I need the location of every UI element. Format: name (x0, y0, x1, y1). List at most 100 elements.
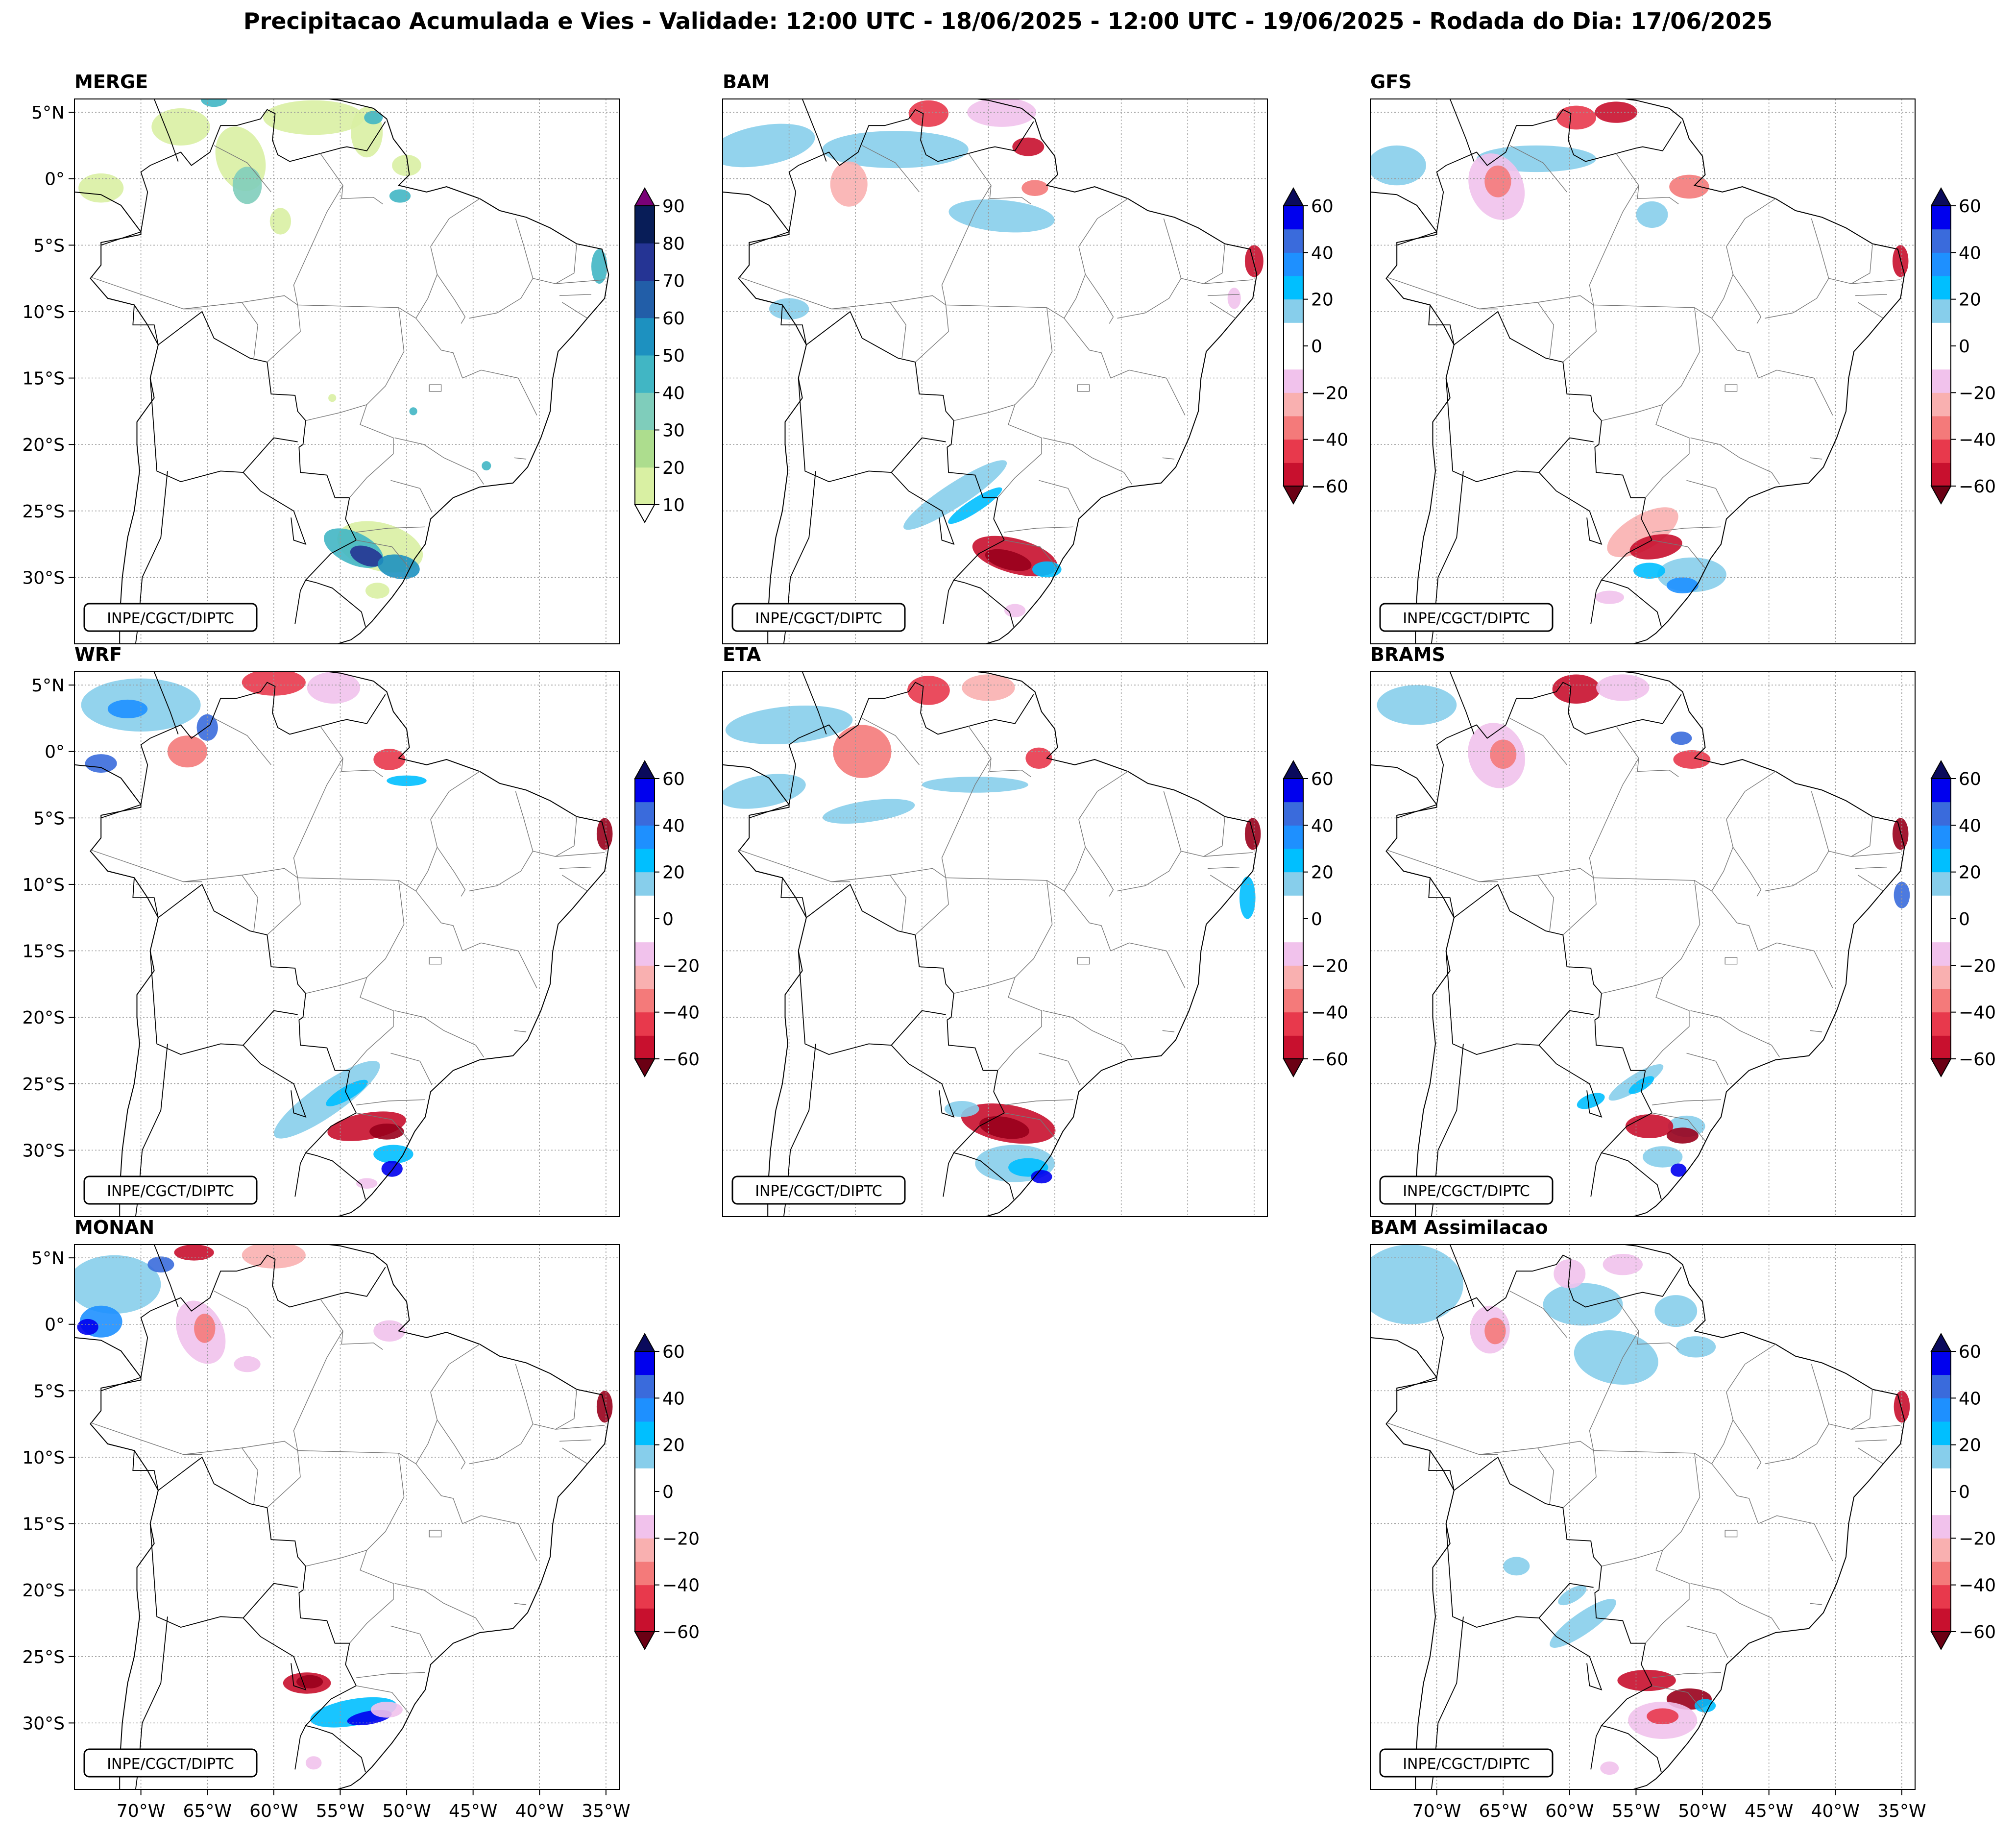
precipitation-blob (1227, 288, 1241, 309)
panel-title-wrf: WRF (74, 644, 122, 665)
colorbar-segment (1931, 1012, 1951, 1036)
state-border (1589, 784, 1623, 878)
country-border (755, 297, 1014, 627)
state-border (356, 1672, 426, 1678)
colorbar-tick-label: 30 (662, 421, 685, 441)
colorbar-segment (1284, 1012, 1303, 1036)
country-border (1445, 378, 1603, 545)
state-border (429, 1530, 442, 1538)
colorbar-segment (1931, 779, 1951, 803)
precipitation-blob (364, 111, 383, 124)
coastline-pacific (723, 764, 807, 1217)
colorbar-segment (1284, 872, 1303, 896)
precipitation-blob (370, 1702, 403, 1718)
colorbar-segment (1284, 439, 1303, 463)
state-border (1562, 1450, 1597, 1508)
country-border (1396, 109, 1682, 246)
colorbar-segment (1931, 1608, 1951, 1632)
colorbar-segment (1284, 965, 1303, 989)
colorbar-brams: 60 40 20 0 −20 −40 −60 (1930, 759, 1996, 1078)
state-border (514, 457, 527, 460)
precipitation-blob (979, 1116, 1029, 1139)
lon-tick-label: 45°W (449, 1801, 497, 1821)
colorbar-tick-label: −20 (662, 1529, 700, 1549)
colorbar-tick-label: −40 (1959, 1003, 1996, 1023)
state-border (1616, 726, 1679, 777)
precipitation-blob (822, 131, 969, 169)
colorbar-segment (1931, 849, 1951, 873)
country-border (243, 437, 298, 473)
colorbar-segment (635, 243, 655, 281)
precipitation-blob (1558, 1585, 1587, 1606)
colorbar-tick-label: 40 (1959, 816, 1981, 836)
colorbar-segment (1931, 1538, 1951, 1562)
colorbar-segment (635, 1538, 655, 1562)
precipitation-blob (1370, 145, 1426, 186)
state-border (1686, 480, 1728, 513)
colorbar-segment (1931, 1492, 1951, 1516)
precipitation-blob (962, 674, 1015, 701)
colorbar-tick-label: 60 (1311, 196, 1334, 217)
country-border (943, 580, 954, 624)
colorbar-tick-label: 50 (662, 346, 685, 366)
map-background (1370, 99, 1915, 644)
colorbar-extend-min (1930, 486, 1952, 505)
precipitation-blob (369, 1124, 404, 1140)
colorbar-segment (635, 206, 655, 244)
panel-title-merge: MERGE (74, 71, 148, 93)
country-border (149, 951, 307, 1118)
precipitation-blob (1595, 590, 1624, 604)
colorbar-segment (1931, 1421, 1951, 1445)
colorbar-tick-label: 20 (1311, 290, 1334, 310)
state-border (1711, 819, 1759, 951)
lat-tick-label: 5°N (31, 1248, 65, 1269)
colorbar-segment (1284, 206, 1303, 230)
colorbar-segment (1931, 1444, 1951, 1468)
credit-box (731, 603, 906, 632)
state-border (1064, 246, 1111, 378)
state-border (1085, 274, 1114, 324)
colorbar-segment (635, 1421, 655, 1445)
state-border (533, 244, 577, 284)
lat-tick-label: 30°S (22, 1713, 65, 1734)
colorbar-extend-min (1930, 1058, 1952, 1078)
map-frame (722, 98, 1268, 644)
precipitation-blob (74, 1255, 161, 1314)
lat-tick-label: 15°S (22, 1515, 65, 1535)
country-border (755, 870, 1014, 1199)
state-border (326, 185, 343, 212)
precipitation-blob (151, 108, 210, 146)
colorbar-eta: 60 40 20 0 −20 −40 −60 (1283, 759, 1348, 1078)
colorbar-segment (1931, 802, 1951, 826)
precipitation-blob (723, 774, 806, 809)
colorbar-segment (1931, 1515, 1951, 1539)
state-border (430, 771, 480, 820)
precipitation-blob (1032, 561, 1062, 578)
lat-tick-label: 20°S (22, 1008, 65, 1028)
state-border (1855, 867, 1888, 869)
precipitation-blob (1550, 1599, 1616, 1648)
precipitation-blob (1670, 1163, 1687, 1177)
map-panel-eta: ETA INPE/CGCT/DIPTC (722, 644, 1268, 1217)
state-border (1686, 1052, 1728, 1085)
colorbar-segment (1284, 299, 1303, 323)
state-border (1726, 1344, 1776, 1393)
colorbar-tick-label: −20 (1959, 383, 1996, 403)
state-border (941, 784, 975, 878)
colorbar-segment (1931, 1468, 1951, 1492)
colorbar-segment (635, 872, 655, 896)
state-border (514, 1030, 527, 1032)
state-border (1537, 875, 1555, 931)
precipitation-blob (389, 189, 411, 203)
country-border (1538, 437, 1594, 473)
colorbar-tick-label: 70 (662, 271, 685, 292)
state-border (1078, 198, 1128, 247)
state-border (1601, 977, 1663, 994)
credit-label: INPE/CGCT/DIPTC (755, 1183, 882, 1200)
map-frame (74, 671, 620, 1217)
precipitation-blob (1633, 562, 1666, 579)
precipitation-blob (1625, 1114, 1674, 1138)
precipitation-blob (328, 394, 337, 402)
colorbar-segment (635, 1492, 655, 1516)
